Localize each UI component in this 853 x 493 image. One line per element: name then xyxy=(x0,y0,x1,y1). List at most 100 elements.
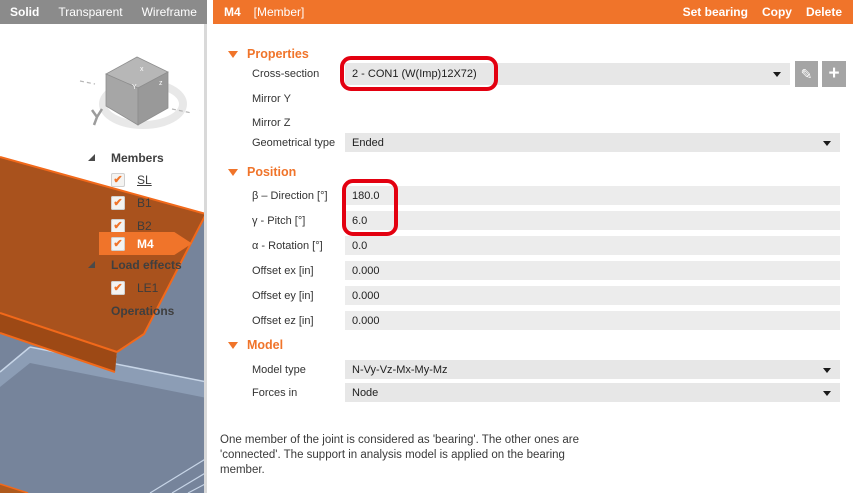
checkbox-checked-icon[interactable]: ✔ xyxy=(111,172,125,187)
alpha-rotation-row: α - Rotation [°] 0.0 xyxy=(252,236,840,255)
checkbox-checked-icon[interactable]: ✔ xyxy=(111,195,125,210)
transparent-view-button[interactable]: Transparent xyxy=(58,5,123,19)
collapse-triangle-icon[interactable] xyxy=(228,341,238,349)
chevron-down-icon xyxy=(823,140,831,146)
beam-member-faces[interactable] xyxy=(0,214,207,493)
tree-group-label[interactable]: Load effects xyxy=(111,257,182,272)
geometrical-type-value: Ended xyxy=(352,136,384,149)
tree-item-label[interactable]: LE1 xyxy=(137,280,159,295)
offset-ez-field[interactable]: 0.000 xyxy=(345,311,840,330)
offset-ez-control: 0.000 xyxy=(345,311,840,330)
checkbox-checked-icon[interactable]: ✔ xyxy=(111,218,125,233)
tree-item-label[interactable]: SL xyxy=(137,172,152,187)
beta-direction-control: 180.0 xyxy=(345,186,840,205)
section-properties[interactable]: Properties xyxy=(228,46,309,62)
panel-splitter[interactable] xyxy=(204,24,207,493)
set-bearing-button[interactable]: Set bearing xyxy=(682,5,748,19)
copy-button[interactable]: Copy xyxy=(761,5,792,19)
tree-group-members[interactable]: Members xyxy=(88,150,164,165)
tree-item-b1[interactable]: ✔ B1 xyxy=(111,195,152,210)
offset-ez-row: Offset ez [in] 0.000 xyxy=(252,311,840,330)
cross-section-label: Cross-section xyxy=(252,68,320,80)
mirror-z-label: Mirror Z xyxy=(252,117,291,129)
tree-item-label[interactable]: M4 xyxy=(137,236,154,251)
nav-cube[interactable]: x Y z xyxy=(79,56,193,129)
alpha-rotation-field[interactable]: 0.0 xyxy=(345,236,840,255)
plus-icon: + xyxy=(828,63,840,84)
plate-bright-edges xyxy=(0,156,207,373)
offset-ey-label: Offset ey [in] xyxy=(252,289,314,302)
offset-ex-field[interactable]: 0.000 xyxy=(345,261,840,280)
model-type-row: Model type N-Vy-Vz-Mx-My-Mz xyxy=(252,360,840,379)
offset-ex-label: Offset ex [in] xyxy=(252,264,314,277)
gamma-pitch-row: γ - Pitch [°] 6.0 xyxy=(252,211,840,230)
expander-icon[interactable] xyxy=(88,154,95,161)
beta-direction-field[interactable]: 180.0 xyxy=(345,186,840,205)
nav-cube-y-arrow[interactable] xyxy=(90,108,104,126)
geometrical-type-dropdown[interactable]: Ended xyxy=(345,133,840,152)
forces-in-value: Node xyxy=(352,386,379,399)
wireframe-view-button[interactable]: Wireframe xyxy=(141,5,197,19)
model-type-value: N-Vy-Vz-Mx-My-Mz xyxy=(352,363,448,376)
3d-viewport[interactable]: x Y z Members ✔ SL ✔ B1 ✔ B2 ✔ M4 xyxy=(0,24,207,493)
nav-cube-x-label: x xyxy=(140,66,144,73)
plate-corner-edge xyxy=(0,483,29,493)
add-cross-section-button[interactable]: + xyxy=(822,61,846,87)
edit-cross-section-button[interactable]: ✎ xyxy=(795,61,818,87)
chevron-down-icon xyxy=(773,72,781,77)
section-model[interactable]: Model xyxy=(228,337,283,353)
nav-cube-z-label: z xyxy=(159,80,163,87)
geometrical-type-control: Ended xyxy=(345,133,840,152)
beam-flange-band-left[interactable] xyxy=(0,347,30,387)
beam-corner-edges xyxy=(149,457,207,493)
forces-in-control: Node xyxy=(345,383,840,402)
tree-item-label[interactable]: B2 xyxy=(137,218,152,233)
tree-group-operations[interactable]: Operations xyxy=(111,303,174,318)
offset-ex-row: Offset ex [in] 0.000 xyxy=(252,261,840,280)
cross-section-dropdown[interactable]: 2 - CON1 (W(Imp)12X72) xyxy=(345,63,790,85)
tree-group-label[interactable]: Operations xyxy=(111,303,175,318)
model-type-control: N-Vy-Vz-Mx-My-Mz xyxy=(345,360,840,379)
expander-icon[interactable] xyxy=(88,261,95,268)
delete-button[interactable]: Delete xyxy=(805,5,842,19)
nav-cube-right-face[interactable] xyxy=(137,71,169,126)
tree-item-label[interactable]: B1 xyxy=(137,195,152,210)
tree-group-label[interactable]: Members xyxy=(111,150,164,165)
gamma-pitch-label: γ - Pitch [°] xyxy=(252,214,306,227)
checkbox-checked-icon[interactable]: ✔ xyxy=(111,236,125,251)
chevron-down-icon xyxy=(823,390,831,396)
mirror-z-control xyxy=(345,115,840,131)
mirror-y-row: Mirror Y xyxy=(252,91,840,107)
nav-cube-y-label: Y xyxy=(132,84,137,91)
member-header-bar: M4 [Member] Set bearing Copy Delete xyxy=(213,0,853,24)
properties-panel: Properties Cross-section 2 - CON1 (W(Imp… xyxy=(213,24,853,493)
tree-item-b2[interactable]: ✔ B2 xyxy=(111,218,152,233)
plate-side-face[interactable] xyxy=(0,313,117,372)
offset-ey-field[interactable]: 0.000 xyxy=(345,286,840,305)
mirror-y-label: Mirror Y xyxy=(252,93,291,105)
section-title: Position xyxy=(247,165,297,179)
tree-item-sl[interactable]: ✔ SL xyxy=(111,172,152,187)
solid-view-button[interactable]: Solid xyxy=(10,5,40,19)
geometrical-type-row: Geometrical type Ended xyxy=(252,133,840,152)
section-title: Model xyxy=(247,338,284,352)
forces-in-dropdown[interactable]: Node xyxy=(345,383,840,402)
section-position[interactable]: Position xyxy=(228,164,296,180)
header-actions: Set bearing Copy Delete xyxy=(683,5,842,19)
beam-flange-band[interactable] xyxy=(30,347,207,398)
gamma-pitch-control: 6.0 xyxy=(345,211,840,230)
collapse-triangle-icon[interactable] xyxy=(228,168,238,176)
collapse-triangle-icon[interactable] xyxy=(228,50,238,58)
geometrical-type-label: Geometrical type xyxy=(252,136,336,149)
offset-ex-control: 0.000 xyxy=(345,261,840,280)
model-type-dropdown[interactable]: N-Vy-Vz-Mx-My-Mz xyxy=(345,360,840,379)
tree-item-le1[interactable]: ✔ LE1 xyxy=(111,280,158,295)
nav-cube-axis-dashes xyxy=(79,80,193,114)
tree-group-load-effects[interactable]: Load effects xyxy=(88,257,182,272)
offset-ez-label: Offset ez [in] xyxy=(252,314,314,327)
member-type-label: [Member] xyxy=(253,5,305,19)
checkbox-checked-icon[interactable]: ✔ xyxy=(111,280,125,295)
forces-in-row: Forces in Node xyxy=(252,383,840,402)
tree-item-m4-selected[interactable]: ✔ M4 xyxy=(99,232,192,255)
gamma-pitch-field[interactable]: 6.0 xyxy=(345,211,840,230)
